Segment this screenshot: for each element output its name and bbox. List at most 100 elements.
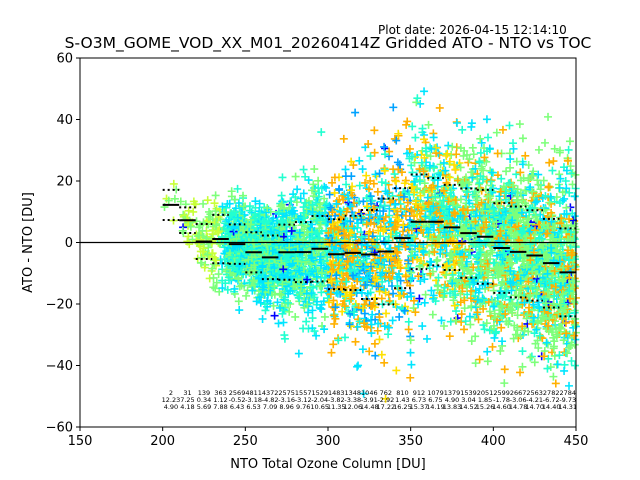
scatter-point: [549, 157, 558, 166]
scatter-point: [330, 319, 339, 328]
scatter-point: [354, 361, 363, 370]
plot-date: Plot date: 2026-04-15 12:14:10: [378, 23, 567, 37]
scatter-point: [295, 266, 304, 275]
scatter-point: [505, 121, 514, 130]
scatter-point: [228, 252, 237, 261]
scatter-point: [266, 227, 275, 236]
scatter-point: [452, 150, 461, 159]
scatter-point: [257, 246, 266, 255]
scatter-point: [210, 199, 219, 208]
scatter-point: [371, 170, 380, 179]
scatter-point: [392, 366, 401, 375]
scatter-point: [203, 196, 212, 205]
scatter-point: [518, 347, 527, 356]
scatter-point: [429, 133, 438, 142]
scatter-point: [555, 170, 564, 179]
scatter-point: [263, 203, 272, 212]
scatter-point: [234, 275, 243, 284]
bin-annotations: 212.234.90317.254.181390.345.693631.127.…: [162, 389, 577, 411]
scatter-point: [317, 305, 326, 314]
scatter-point: [342, 180, 351, 189]
scatter-point: [412, 98, 421, 107]
scatter-point: [262, 229, 271, 238]
scatter-point: [278, 173, 287, 182]
scatter-point: [493, 149, 502, 158]
scatter-point: [275, 303, 284, 312]
scatter-point: [468, 143, 477, 152]
scatter-point: [244, 255, 253, 264]
scatter-point: [384, 323, 393, 332]
scatter-point: [351, 108, 360, 117]
scatter-point: [317, 128, 326, 137]
scatter-point: [303, 300, 312, 309]
scatter-point: [234, 297, 243, 306]
scatter-point: [204, 212, 213, 221]
scatter-point: [243, 228, 252, 237]
scatter-point: [275, 255, 284, 264]
scatter-point: [467, 119, 476, 128]
scatter-point: [273, 298, 282, 307]
scatter-point: [404, 325, 413, 334]
scatter-point: [542, 338, 551, 347]
scatter-point: [296, 194, 305, 203]
scatter-point: [421, 290, 430, 299]
y-tick-label: −40: [46, 359, 73, 374]
x-tick-label: 450: [564, 434, 589, 449]
scatter-point: [176, 197, 185, 206]
scatter-point: [335, 184, 344, 193]
scatter-point: [451, 165, 460, 174]
scatter-point: [288, 237, 297, 246]
scatter-point: [565, 137, 574, 146]
scatter-point: [392, 177, 401, 186]
scatter-point: [299, 219, 308, 228]
scatter-point: [295, 228, 304, 237]
scatter-point: [544, 112, 553, 121]
x-tick-label: 250: [233, 434, 258, 449]
scatter-point: [475, 355, 484, 364]
scatter-point: [570, 192, 579, 201]
scatter-point: [509, 139, 518, 148]
scatter-point: [496, 346, 505, 355]
bin-std-label: 9.76: [296, 403, 310, 411]
y-tick-label: 40: [56, 113, 73, 128]
scatter-point: [226, 268, 235, 277]
scatter-point: [302, 317, 311, 326]
scatter-point: [418, 124, 427, 133]
scatter-point: [230, 284, 239, 293]
scatter-point: [183, 237, 192, 246]
scatter-point: [237, 281, 246, 290]
scatter-point: [198, 226, 207, 235]
scatter-point: [373, 187, 382, 196]
scatter-point: [353, 362, 362, 371]
scatter-point: [389, 103, 398, 112]
bin-std-label: 6.53: [246, 403, 260, 411]
scatter-point: [280, 331, 289, 340]
scatter-point: [191, 200, 200, 209]
scatter-point: [295, 293, 304, 302]
scatter-point: [515, 120, 524, 129]
scatter-point: [404, 317, 413, 326]
scatter-point: [258, 315, 267, 324]
scatter-point: [282, 257, 291, 266]
scatter-point: [286, 286, 295, 295]
scatter-point: [490, 333, 499, 342]
scatter-point: [233, 184, 242, 193]
scatter-point: [270, 282, 279, 291]
scatter-point: [264, 279, 273, 288]
scatter-point: [500, 379, 509, 388]
scatter-point: [260, 254, 269, 263]
scatter-point: [224, 261, 233, 270]
scatter-point: [310, 165, 319, 174]
scatter-point: [294, 349, 303, 358]
scatter-point: [256, 298, 265, 307]
scatter-point: [540, 138, 549, 147]
scatter-point: [200, 263, 209, 272]
scatter-point: [406, 336, 415, 345]
scatter-point: [297, 282, 306, 291]
scatter-point: [189, 207, 198, 216]
scatter-point: [232, 234, 241, 243]
scatter-point: [351, 337, 360, 346]
scatter-point: [270, 264, 279, 273]
scatter-point: [203, 250, 212, 259]
